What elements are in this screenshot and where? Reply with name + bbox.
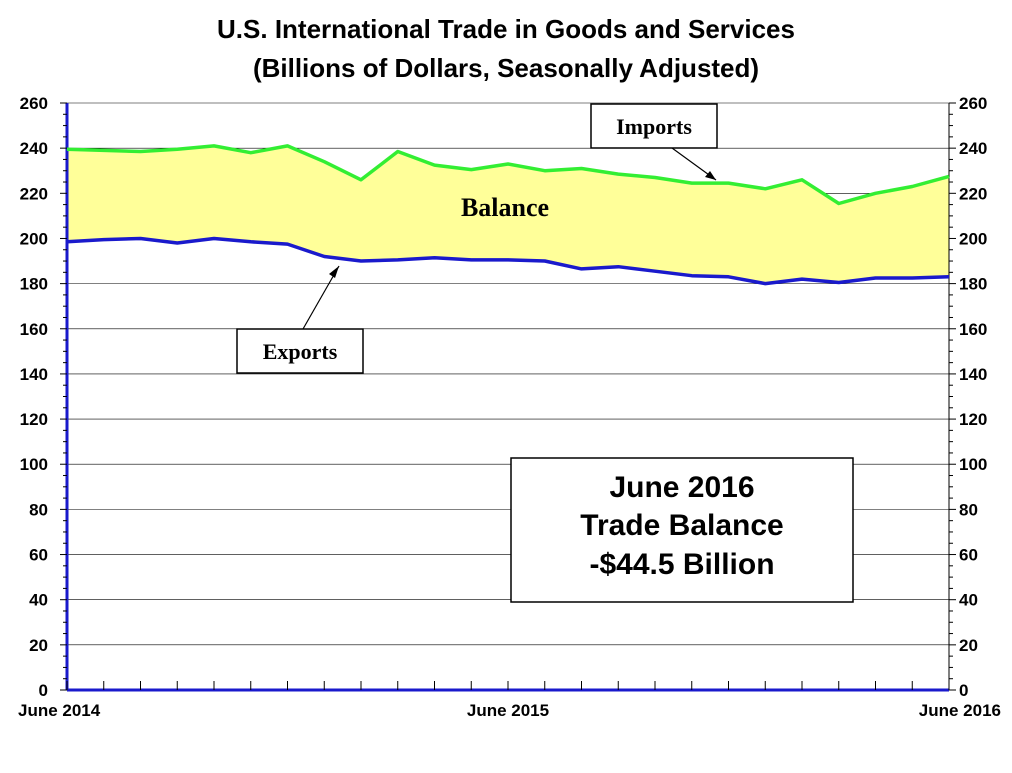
y-tick-label-left: 100 [20,455,48,474]
summary-line-1: June 2016 [609,471,754,504]
y-tick-label-left: 160 [20,320,48,339]
x-axis-labels: June 2014 June 2015 June 2016 [18,701,1001,720]
y-tick-label-right: 60 [959,546,978,565]
y-tick-label-right: 0 [959,681,968,700]
y-tick-label-right: 140 [959,365,987,384]
imports-callout-label: Imports [616,114,692,139]
summary-box: June 2016 Trade Balance -$44.5 Billion [510,457,854,603]
y-tick-label-left: 0 [39,681,48,700]
y-tick-label-left: 80 [29,500,48,519]
y-tick-label-left: 20 [29,636,48,655]
y-tick-label-left: 180 [20,275,48,294]
y-tick-label-right: 200 [959,229,987,248]
y-tick-label-right: 20 [959,636,978,655]
exports-callout: Exports [236,265,364,374]
y-tick-label-right: 180 [959,275,987,294]
x-tick-label: June 2016 [919,701,1001,720]
x-tick-label: June 2015 [467,701,549,720]
imports-callout-box [590,103,718,149]
y-tick-label-left: 260 [20,94,48,113]
summary-line-2: Trade Balance [580,509,783,542]
y-tick-label-left: 40 [29,591,48,610]
y-tick-label-left: 140 [20,365,48,384]
chart-subtitle: (Billions of Dollars, Seasonally Adjuste… [253,53,759,83]
y-tick-label-left: 60 [29,546,48,565]
axes [60,102,956,692]
y-tick-label-right: 40 [959,591,978,610]
y-tick-label-right: 160 [959,320,987,339]
y-tick-label-right: 260 [959,94,987,113]
imports-arrowhead [705,171,716,180]
series-lines [66,144,950,286]
balance-label: Balance [461,193,549,222]
y-tick-label-right: 240 [959,139,987,158]
exports-callout-label: Exports [263,339,338,364]
y-tick-label-right: 220 [959,184,987,203]
y-tick-label-left: 120 [20,410,48,429]
x-tick-label: June 2014 [18,701,101,720]
imports-callout: Imports [590,103,718,181]
exports-arrowhead [329,266,339,278]
y-axis-left-labels: 0 20 40 60 80 100 120 140 160 180 200 220 240 260 [20,94,48,700]
y-tick-label-right: 80 [959,500,978,519]
series-line-imports [66,144,950,206]
chart-title: U.S. International Trade in Goods and Se… [217,14,795,44]
y-tick-label-right: 100 [959,455,987,474]
exports-callout-box [236,328,364,374]
y-axis-right-labels: 0 20 40 60 80 100 120 140 160 180 200 220 240 260 [959,94,987,700]
y-tick-label-left: 220 [20,184,48,203]
summary-box-frame [510,457,854,603]
balance-area [67,145,949,284]
y-tick-label-right: 120 [959,410,987,429]
y-tick-label-left: 240 [20,139,48,158]
summary-line-3: -$44.5 Billion [589,548,774,581]
series-line-exports [66,236,950,286]
y-tick-label-left: 200 [20,229,48,248]
